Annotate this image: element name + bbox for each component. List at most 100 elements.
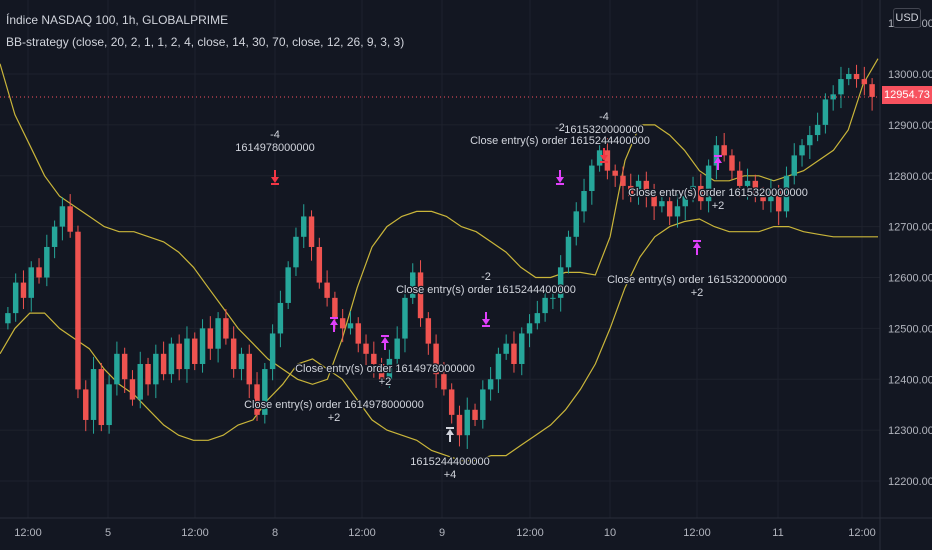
candle-body (192, 338, 198, 364)
signal-annotation-text: Close entry(s) order 1614978000000 (244, 399, 424, 411)
candle-body (106, 384, 112, 426)
candle-body (363, 343, 369, 354)
candle-body (659, 201, 665, 207)
candle-body (417, 272, 424, 319)
candle-body (651, 196, 657, 207)
candle-body (791, 155, 797, 176)
candle-body (59, 206, 66, 227)
signal-annotation-text: -2 (481, 271, 491, 283)
candle-body (378, 363, 385, 380)
candle-body (775, 191, 782, 212)
time-axis-label: 5 (105, 527, 111, 539)
currency-button[interactable]: USD (893, 8, 921, 28)
candle-body (534, 313, 541, 324)
candle-body (324, 282, 330, 298)
signal-annotation-text: +2 (328, 412, 341, 424)
candle-body (643, 180, 650, 197)
time-axis-label: 12:00 (848, 527, 876, 539)
candle-body (542, 297, 548, 314)
candle-body (176, 343, 182, 370)
signal-annotation-text: +2 (712, 200, 725, 212)
candle-body (814, 124, 821, 136)
candle-body (480, 389, 486, 420)
candle-body (277, 302, 284, 334)
signal-annotation-text: -4 (599, 111, 609, 123)
candle-body (628, 185, 634, 197)
candle-body (705, 165, 712, 202)
time-axis-label: 12:00 (14, 527, 42, 539)
candle-body (67, 206, 73, 232)
candle-body (861, 79, 868, 85)
candle-body (760, 196, 766, 202)
candle-body (729, 155, 735, 171)
candle-body (153, 353, 159, 385)
candle-body (28, 267, 34, 298)
candle-body (799, 145, 805, 156)
candle-body (269, 333, 276, 370)
candle-body (425, 318, 432, 344)
signal-annotation-text: Close entry(s) order 1615244400000 (396, 284, 576, 296)
candle-body (846, 74, 852, 80)
price-axis-label: 12200.00 (888, 476, 932, 488)
candle-body (160, 353, 167, 375)
arrow-up-icon (446, 429, 454, 435)
candle-body (301, 216, 307, 237)
price-axis-label: 12300.00 (888, 425, 932, 437)
signal-annotation-text: Close entry(s) order 1614978000000 (295, 363, 475, 375)
signal-annotation-text: Close entry(s) order 1615320000000 (628, 187, 808, 199)
candle-body (36, 267, 42, 278)
candle-body (121, 353, 128, 380)
candle-body (807, 135, 813, 146)
candle-body (550, 297, 556, 299)
signal-annotation-text: Close entry(s) order 1615320000000 (607, 274, 787, 286)
candle-body (168, 343, 175, 375)
candle-body (262, 369, 268, 415)
candle-body (199, 328, 206, 364)
signal-annotation-text: +4 (444, 469, 457, 481)
indicator-legend[interactable]: BB-strategy (close, 20, 2, 1, 1, 2, 4, c… (6, 35, 405, 49)
signal-annotation-text: +2 (379, 376, 392, 388)
candle-body (293, 236, 299, 268)
candle-body (316, 246, 323, 283)
candle-body (526, 323, 533, 334)
arrow-up-icon (330, 319, 338, 325)
candle-body (332, 297, 338, 319)
signal-annotation-text: Close entry(s) order 1615244400000 (470, 135, 650, 147)
candle-body (752, 180, 759, 197)
candle-body (573, 211, 579, 237)
candle-body (596, 150, 603, 166)
candle-body (698, 185, 704, 202)
candle-body (456, 414, 463, 436)
candle-body (90, 369, 97, 420)
candle-body (238, 353, 245, 370)
candle-body (137, 363, 143, 400)
price-axis-label: 12800.00 (888, 171, 932, 183)
candle-body (12, 282, 19, 314)
price-axis-label: 12900.00 (888, 120, 932, 132)
time-axis-label: 12:00 (516, 527, 544, 539)
candle-body (565, 236, 572, 268)
candle-body (129, 379, 136, 400)
candle-body (433, 343, 439, 375)
candle-body (308, 216, 315, 247)
candle-body (371, 353, 377, 364)
time-axis-label: 11 (772, 527, 783, 539)
candle-body (635, 180, 642, 197)
candle-body (75, 231, 81, 390)
candle-body (612, 170, 618, 176)
candle-body (721, 145, 727, 156)
candle-body (768, 191, 774, 202)
signal-annotation-text: 1615320000000 (564, 124, 644, 136)
signal-annotation-text: +2 (691, 287, 704, 299)
candle-body (339, 318, 346, 329)
signal-annotation-text: -2 (555, 122, 565, 134)
candle-body (207, 328, 214, 349)
candle-body (783, 175, 790, 212)
candle-body (223, 318, 229, 339)
candle-body (744, 180, 751, 186)
price-axis-label: 12600.00 (888, 273, 932, 285)
candle-body (464, 409, 470, 436)
time-axis-label: 8 (272, 527, 278, 539)
